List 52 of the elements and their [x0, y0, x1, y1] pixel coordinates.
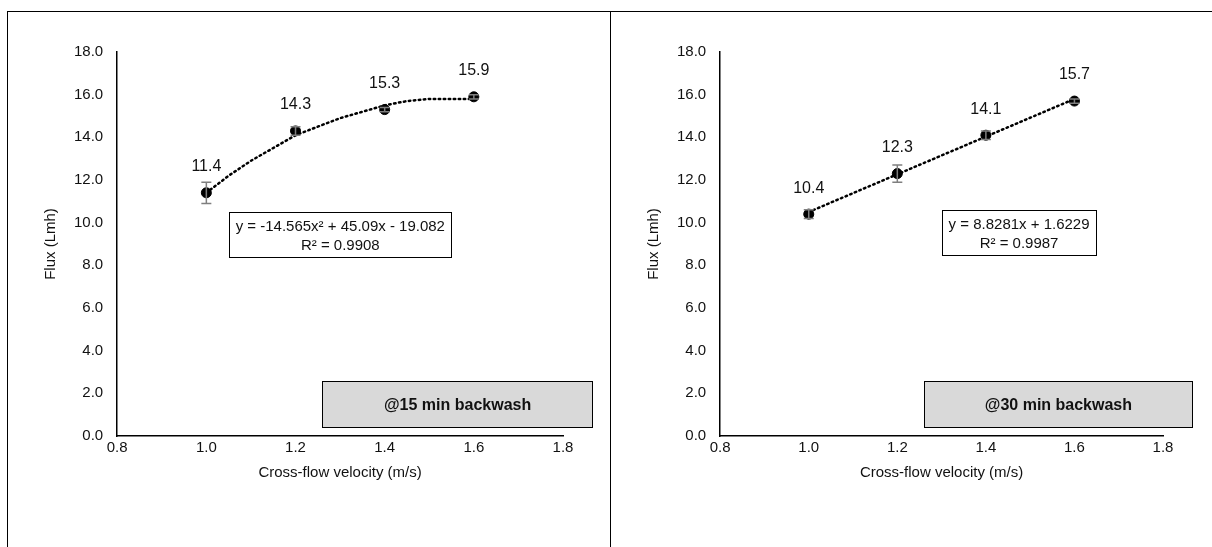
- data-label: 11.4: [191, 157, 222, 175]
- x-tick-label: 1.0: [798, 438, 820, 456]
- y-tick-label: 4.0: [685, 340, 707, 358]
- y-tick-label: 2.0: [685, 383, 707, 401]
- data-label: 14.1: [970, 99, 1002, 117]
- y-tick-label: 4.0: [82, 340, 104, 358]
- caption-box: @30 min backwash: [923, 380, 1193, 428]
- x-axis-title: Cross-flow velocity (m/s): [859, 463, 1024, 481]
- x-axis-title: Cross-flow velocity (m/s): [258, 463, 422, 481]
- caption-box: @15 min backwash: [322, 380, 593, 428]
- y-tick-label: 14.0: [73, 127, 104, 145]
- y-tick-label: 18.0: [676, 42, 707, 60]
- equation-box: y = -14.565x² + 45.09x - 19.082 R² = 0.9908: [228, 212, 452, 258]
- data-label: 15.9: [458, 61, 490, 79]
- data-label: 15.7: [1058, 65, 1091, 83]
- annotation: R² = 0.9987: [978, 232, 1060, 252]
- y-axis-title: Flux (Lmh): [644, 208, 662, 280]
- y-tick-label: 10.0: [73, 212, 104, 230]
- y-tick-label: 0.0: [82, 426, 104, 444]
- x-tick-label: 1.8: [1152, 438, 1174, 456]
- y-tick-label: 6.0: [82, 298, 104, 316]
- x-tick-label: 0.8: [106, 438, 128, 456]
- y-tick-label: 12.0: [676, 170, 707, 188]
- y-tick-label: 16.0: [73, 84, 104, 102]
- x-tick-label: 1.2: [886, 438, 908, 456]
- y-tick-label: 12.0: [73, 170, 104, 188]
- x-tick-label: 1.4: [975, 438, 997, 456]
- data-label: 10.4: [793, 178, 825, 196]
- y-tick-label: 0.0: [685, 426, 707, 444]
- x-tick-label: 1.2: [285, 438, 306, 456]
- y-tick-label: 8.0: [685, 255, 707, 273]
- x-tick-label: 1.6: [463, 438, 485, 456]
- y-tick-label: 10.0: [676, 212, 707, 230]
- data-label: 12.3: [881, 138, 913, 156]
- y-tick-label: 14.0: [676, 127, 707, 145]
- x-tick-label: 1.6: [1064, 438, 1085, 456]
- y-tick-label: 2.0: [82, 383, 104, 401]
- data-label: 14.3: [279, 95, 312, 113]
- y-tick-label: 6.0: [685, 298, 707, 316]
- x-tick-label: 1.8: [552, 438, 574, 456]
- x-tick-label: 0.8: [709, 438, 731, 456]
- annotation: y = -14.565x² + 45.09x - 19.082: [235, 216, 445, 235]
- equation-box: y = 8.8281x + 1.6229 R² = 0.9987: [941, 209, 1097, 256]
- y-tick-label: 16.0: [676, 84, 707, 102]
- annotation: y = 8.8281x + 1.6229: [948, 213, 1090, 233]
- x-tick-label: 1.4: [374, 438, 396, 456]
- y-axis-title: Flux (Lmh): [41, 208, 59, 280]
- x-tick-label: 1.0: [195, 438, 217, 456]
- y-tick-label: 8.0: [82, 255, 104, 273]
- y-tick-label: 18.0: [73, 42, 104, 60]
- data-label: 15.3: [369, 74, 401, 92]
- annotation: R² = 0.9908: [299, 235, 381, 254]
